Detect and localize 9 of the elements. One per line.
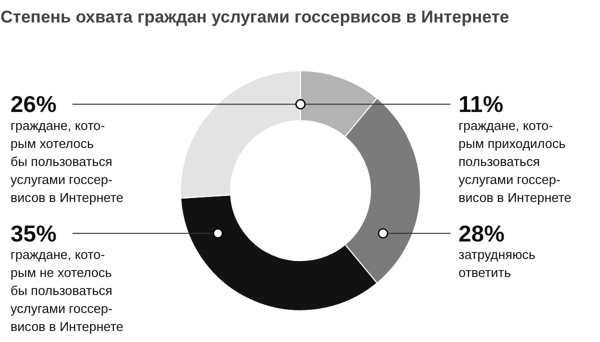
data-label: 35% [10, 220, 57, 246]
data-label: 28% [458, 220, 505, 246]
slice-label: граждане, кото- рым хотелось бы пользоваться услугами госсер- висов в Интернете [10, 118, 124, 205]
slice-label: граждане, кото- рым не хотелось бы пользоваться услугами госсер- висов в Интернете [10, 247, 124, 334]
data-label: 11% [458, 91, 504, 118]
chart-title: Степень охвата граждан услугами госсервисов в Интернете [0, 8, 510, 26]
slice-label: граждане, кото- рым приходилось пользоваться услугами госсер- висов в Интернете [458, 118, 572, 205]
data-label: 26% [10, 91, 57, 118]
slice-label: затрудняюсь ответить [458, 247, 536, 280]
